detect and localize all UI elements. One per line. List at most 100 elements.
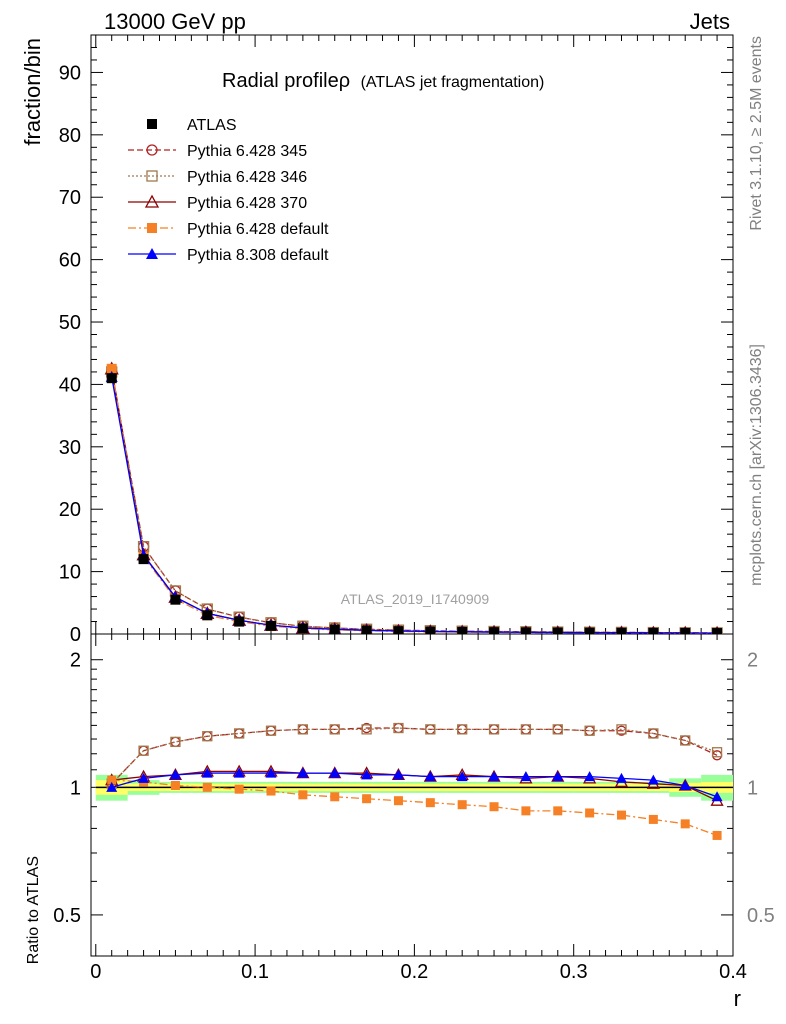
data-point	[648, 627, 659, 634]
legend-label: Pythia 6.428 370	[187, 195, 307, 212]
ratio-panel-frame	[90, 633, 734, 957]
legend-label: Pythia 6.428 default	[187, 221, 329, 238]
data-point	[170, 594, 181, 605]
data-point	[234, 616, 245, 627]
ratio-data-point	[680, 819, 690, 829]
series-line	[111, 371, 718, 634]
ratio-data-point	[584, 725, 595, 736]
data-point	[138, 554, 149, 565]
data-point	[297, 623, 308, 634]
ratio-y-tick-label: 1	[70, 777, 81, 799]
ratio-data-point	[297, 724, 309, 735]
ratio-data-point	[425, 798, 435, 808]
data-point	[552, 627, 563, 634]
ratio-data-point	[393, 722, 404, 734]
ratio-data-point	[488, 724, 500, 735]
ratio-data-point	[616, 724, 627, 735]
ratio-data-point	[107, 775, 117, 785]
data-point	[425, 626, 436, 634]
ratio-data-point	[233, 767, 245, 778]
x-tick-label: 0.1	[241, 961, 269, 983]
series-line	[111, 376, 718, 634]
x-tick-label: 0.3	[560, 961, 588, 983]
ratio-axis-ticks: 0 0.1 0.2 0.3 0.4 0.5 0.5 1 1 2 2	[53, 634, 775, 983]
data-point	[361, 625, 372, 634]
ratio-data-point	[425, 724, 436, 735]
y-tick-label: 90	[59, 62, 81, 84]
legend-marker	[144, 194, 160, 208]
process-label: Jets	[690, 9, 730, 34]
data-point	[329, 624, 340, 634]
chart-title: Radial profileρ (ATLAS jet fragmentation…	[222, 70, 544, 92]
ratio-data-point	[392, 769, 404, 780]
ratio-data-point	[489, 802, 499, 812]
legend-marker	[147, 223, 157, 233]
ratio-data-point	[329, 767, 341, 778]
x-tick-label: 0	[90, 961, 101, 983]
ratio-data-point	[393, 796, 403, 806]
main-series-layer	[104, 361, 723, 634]
y-tick-label: 70	[59, 187, 81, 209]
rivet-version-label: Rivet 3.1.10, ≥ 2.5M events	[748, 36, 765, 231]
x-tick-label: 0.4	[719, 961, 747, 983]
ratio-series-layer	[105, 722, 724, 840]
ratio-data-point	[457, 724, 468, 735]
data-point	[712, 628, 723, 634]
legend-marker	[146, 248, 158, 259]
energy-label: 13000 GeV pp	[104, 9, 246, 34]
ratio-data-point	[648, 814, 658, 824]
y-tick-label: 50	[59, 312, 81, 334]
ratio-data-point	[265, 725, 277, 736]
ratio-data-point	[552, 771, 564, 782]
ratio-series-pythia-8-308-default	[106, 767, 723, 802]
ratio-data-point	[234, 728, 245, 739]
legend-label: Pythia 8.308 default	[187, 247, 329, 264]
y-tick-label: 30	[59, 437, 81, 459]
ratio-data-point	[202, 731, 213, 742]
ratio-y-tick-label: 0.5	[53, 905, 81, 927]
legend-marker	[147, 119, 157, 129]
ratio-data-point	[680, 735, 691, 746]
data-point	[489, 627, 500, 634]
ratio-data-point	[456, 771, 468, 782]
legend-label: ATLAS	[187, 117, 237, 134]
legend-label: Pythia 6.428 345	[187, 143, 307, 160]
data-point	[616, 627, 627, 634]
ratio-data-point	[298, 790, 308, 800]
ratio-data-point	[266, 786, 276, 796]
chart-title-main: Radial profileρ	[222, 70, 350, 92]
main-axis-ticks: 0 10 20 30 40 50 60 70 80 90	[59, 35, 734, 646]
ratio-data-point	[584, 771, 596, 782]
ratio-data-point	[265, 767, 277, 778]
ratio-data-point	[234, 784, 244, 794]
ratio-data-point	[297, 767, 309, 778]
legend: ATLAS Pythia 6.428 345 Pythia 6.428 346 Pyt…	[128, 117, 329, 264]
y-tick-label: 40	[59, 374, 81, 396]
analysis-watermark: ATLAS_2019_I1740909	[341, 591, 490, 607]
ratio-data-point	[169, 769, 181, 780]
x-tick-label: 0.2	[400, 961, 428, 983]
ratio-data-point	[106, 781, 118, 792]
data-point	[520, 627, 531, 634]
legend-label: Pythia 6.428 346	[187, 169, 307, 186]
ratio-data-point	[138, 772, 150, 783]
ratio-series-line	[111, 772, 718, 798]
ratio-data-point	[362, 794, 372, 804]
ratio-data-point	[679, 779, 691, 790]
main-y-axis-title: fraction/bin	[20, 38, 45, 146]
ratio-data-point	[520, 724, 532, 735]
ratio-data-point	[585, 808, 595, 818]
ratio-y-tick-label-right: 0.5	[747, 905, 775, 927]
data-point	[584, 627, 595, 634]
y-tick-label: 10	[59, 562, 81, 584]
ratio-y-tick-label-right: 2	[747, 650, 758, 672]
ratio-series-line	[111, 727, 718, 785]
legend-item-pythia-8-308-default: Pythia 8.308 default	[128, 247, 329, 264]
ratio-data-point	[648, 728, 659, 739]
legend-item-atlas: ATLAS	[147, 117, 237, 134]
ratio-data-point	[138, 745, 149, 756]
data-point	[266, 620, 277, 631]
ratio-uncertainty-band	[95, 774, 733, 801]
legend-item-pythia-6-428-346: Pythia 6.428 346	[128, 169, 307, 186]
ratio-data-point	[552, 724, 563, 735]
